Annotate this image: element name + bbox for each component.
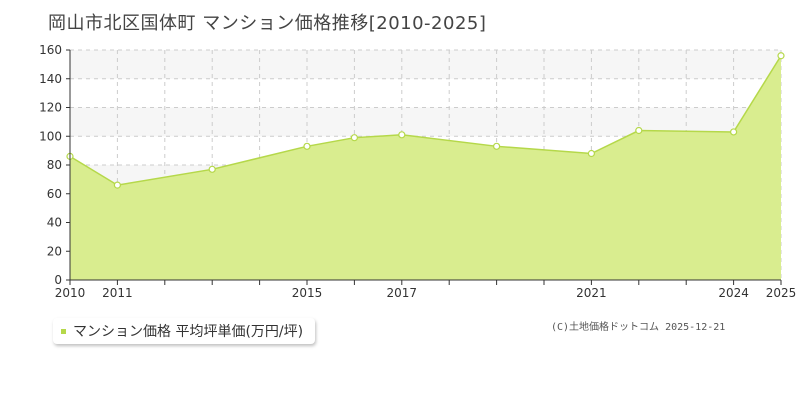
data-point xyxy=(777,52,785,60)
data-point xyxy=(493,142,501,150)
legend-label: マンション価格 平均坪単価(万円/坪) xyxy=(73,324,304,340)
x-tick-label: 2015 xyxy=(292,286,323,300)
x-tick-label: 2017 xyxy=(387,286,418,300)
legend-marker xyxy=(61,328,66,334)
series-area xyxy=(70,55,781,280)
plot-band xyxy=(70,50,781,79)
x-tick-label: 2021 xyxy=(576,286,607,300)
data-point xyxy=(350,134,358,142)
y-tick-label: 140 xyxy=(39,72,62,86)
y-tick-label: 60 xyxy=(47,187,62,201)
data-point xyxy=(635,126,643,135)
plot-band xyxy=(70,78,781,108)
y-tick-label: 160 xyxy=(39,43,62,57)
data-point xyxy=(113,181,122,189)
x-tick-label: 2011 xyxy=(102,286,133,300)
y-tick-label: 120 xyxy=(39,101,62,115)
y-tick-label: 80 xyxy=(47,158,62,172)
data-point xyxy=(208,165,216,173)
data-point xyxy=(587,149,596,158)
x-tick-label: 2024 xyxy=(718,286,749,300)
y-tick-label: 0 xyxy=(54,273,62,287)
y-tick-label: 40 xyxy=(47,216,62,230)
x-tick-label: 2010 xyxy=(55,286,86,300)
x-tick-label: 2025 xyxy=(766,286,797,300)
chart-title: 岡山市北区国体町 マンション価格推移[2010-2025] xyxy=(48,13,487,34)
y-tick-label: 20 xyxy=(47,244,62,258)
data-point xyxy=(398,131,406,139)
data-point xyxy=(729,128,738,136)
legend: マンション価格 平均坪単価(万円/坪) xyxy=(53,318,316,344)
y-tick-label: 100 xyxy=(39,129,62,143)
copyright-credit: (C)土地価格ドットコム 2025-12-21 xyxy=(551,322,726,333)
data-point xyxy=(303,142,311,150)
